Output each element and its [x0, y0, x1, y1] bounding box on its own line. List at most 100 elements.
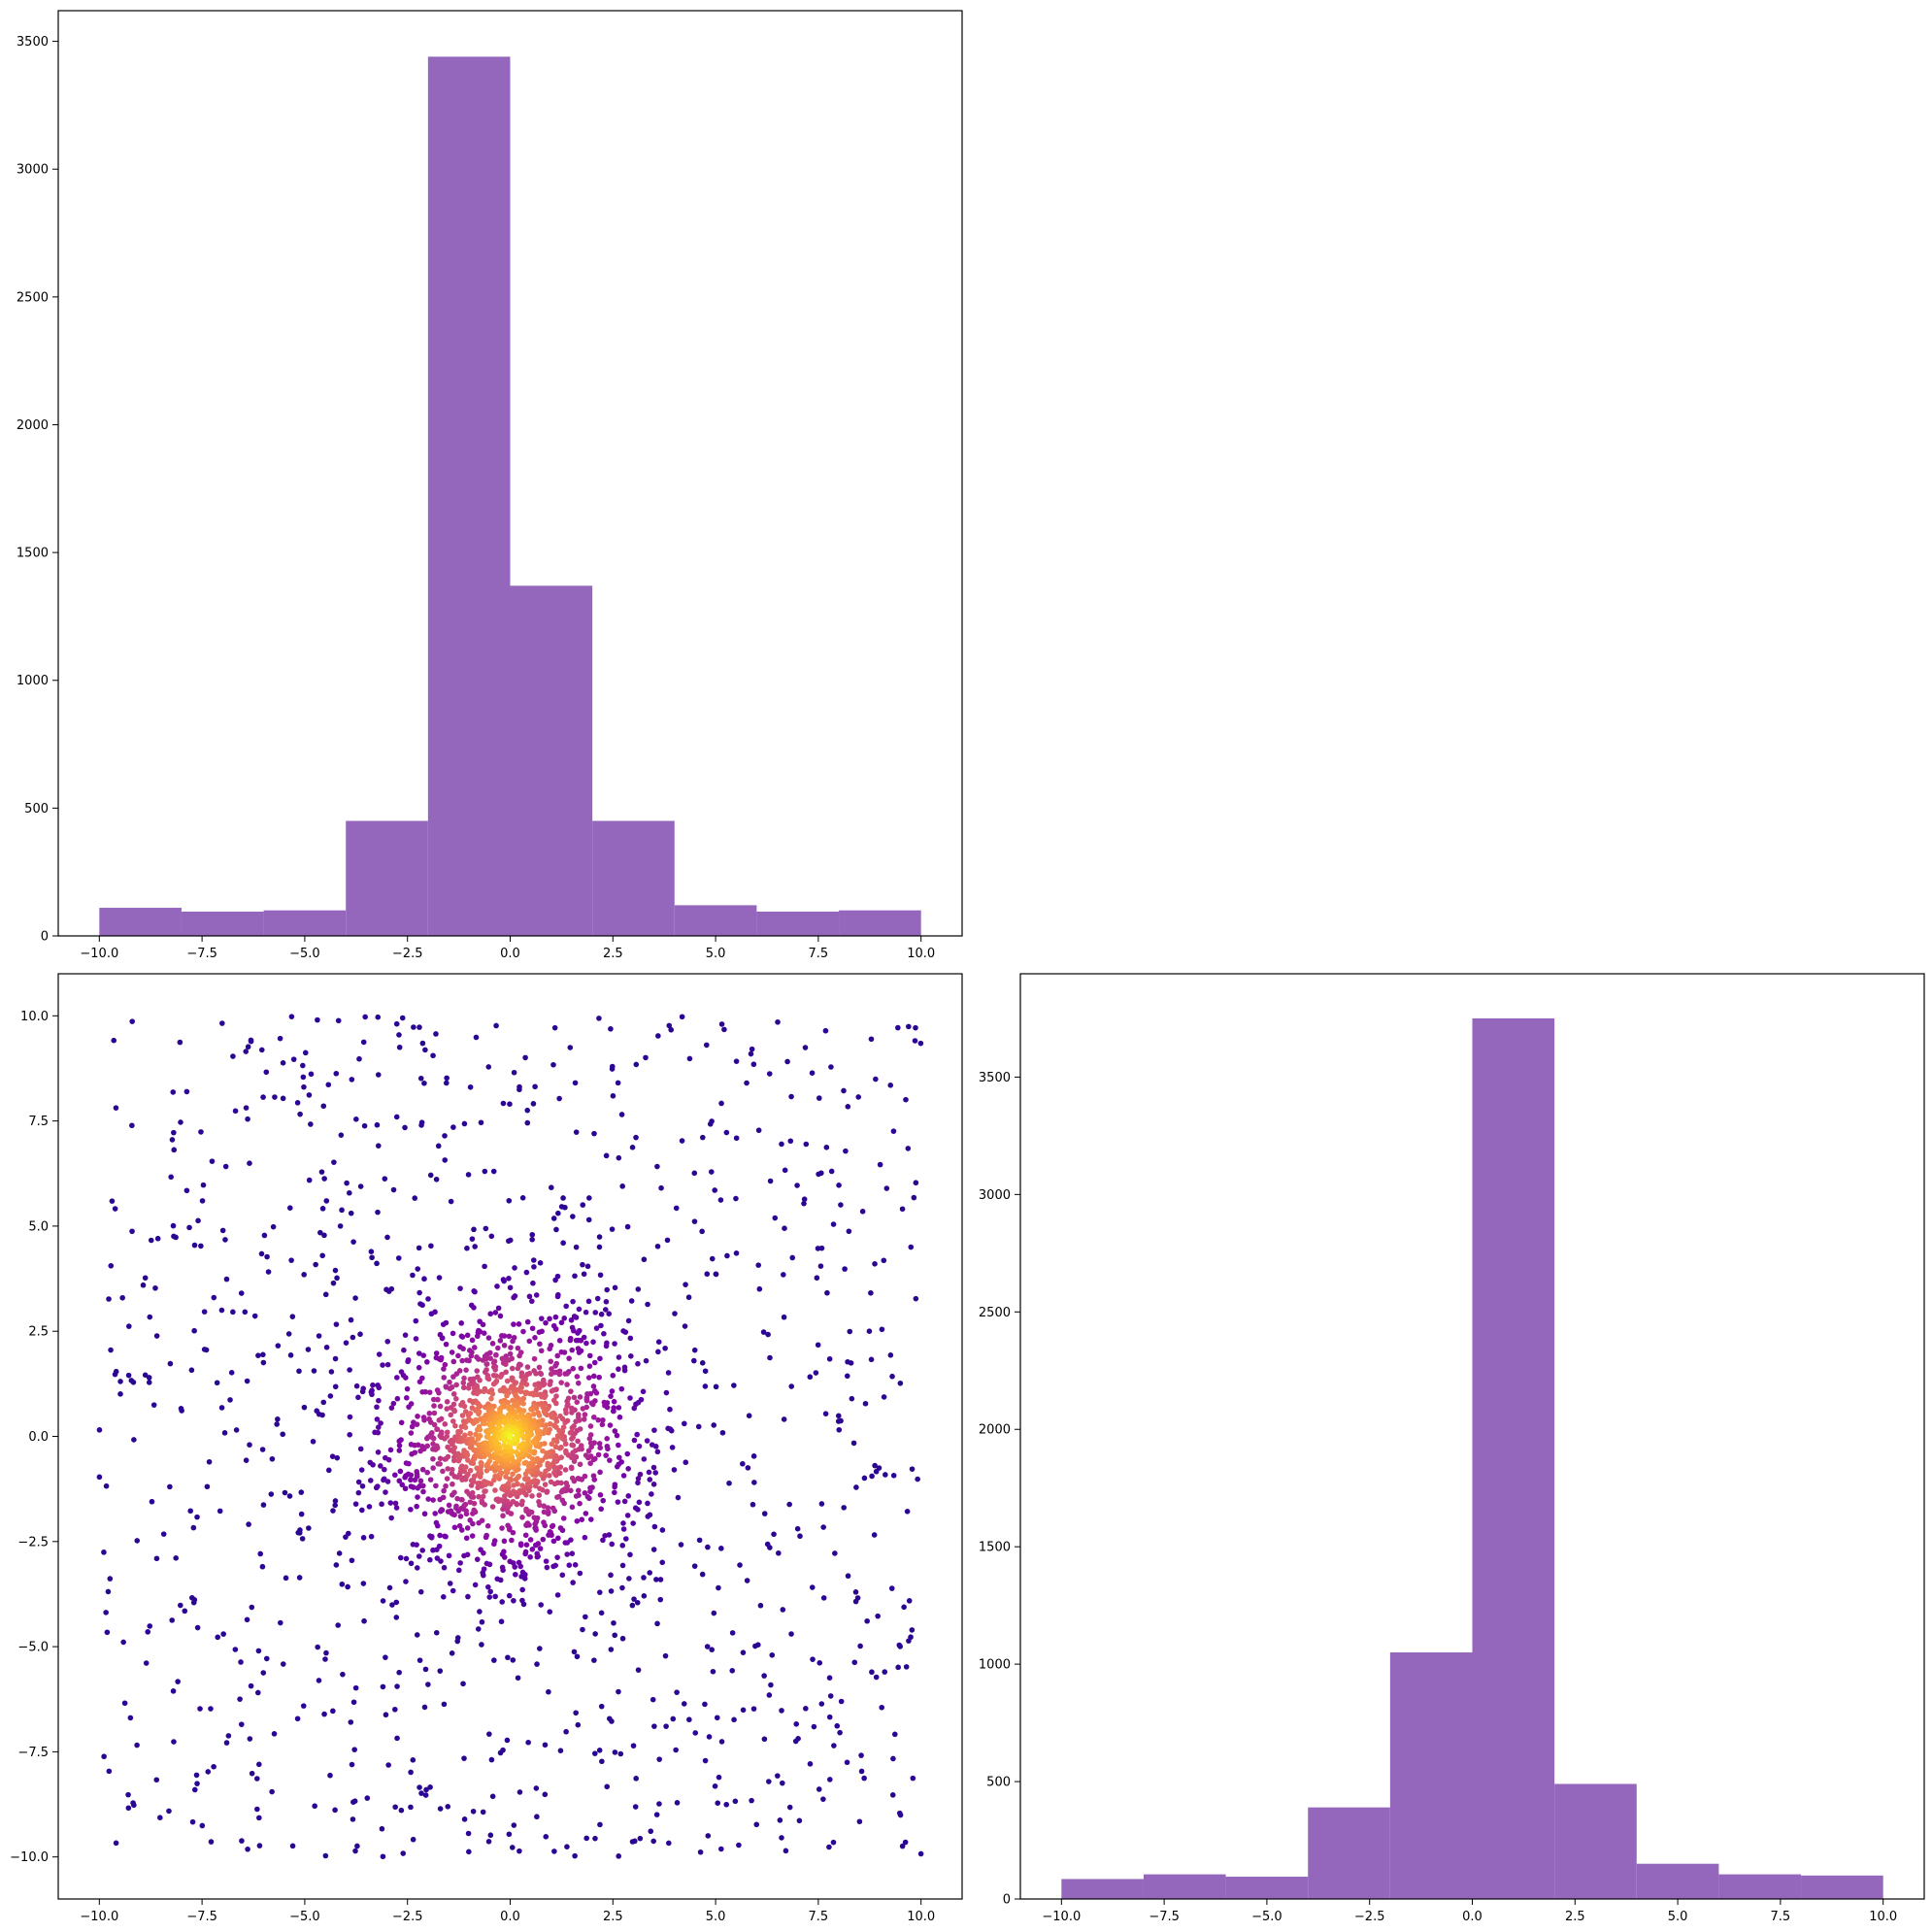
scatter-point: [653, 1577, 659, 1582]
scatter-point: [256, 1843, 263, 1849]
scatter-point: [582, 1489, 588, 1496]
scatter-point: [585, 1298, 592, 1305]
scatter-point: [601, 1330, 607, 1337]
scatter-point: [560, 1195, 566, 1201]
scatter-point: [818, 1170, 824, 1177]
scatter-point: [569, 1442, 575, 1449]
scatter-point: [481, 1566, 487, 1572]
scatter-point: [112, 1206, 118, 1212]
scatter-point: [570, 1580, 576, 1585]
scatter-point: [331, 1159, 337, 1165]
scatter-point: [271, 1731, 278, 1737]
scatter-point: [529, 1231, 536, 1238]
x-tick-label: 0.0: [500, 1910, 520, 1924]
scatter-point: [559, 1497, 566, 1504]
scatter-point: [654, 1243, 661, 1249]
scatter-point: [718, 1546, 724, 1551]
scatter-point: [223, 1276, 230, 1282]
scatter-point: [402, 1124, 408, 1131]
x-tick-label: −2.5: [1354, 1910, 1385, 1924]
scatter-point: [559, 1487, 566, 1493]
scatter-point: [857, 1643, 863, 1649]
scatter-point: [755, 1642, 761, 1649]
scatter-point: [841, 1087, 847, 1094]
scatter-point: [277, 1035, 283, 1042]
scatter-point: [897, 1380, 904, 1386]
scatter-point: [598, 1610, 605, 1616]
scatter-point: [633, 1776, 639, 1782]
scatter-point: [477, 1377, 483, 1383]
scatter-point: [416, 1657, 423, 1663]
scatter-point: [569, 1436, 575, 1442]
scatter-point: [718, 1100, 724, 1107]
scatter-point: [583, 1309, 589, 1316]
scatter-point: [562, 1204, 568, 1211]
scatter-point: [465, 1471, 471, 1478]
scatter-point: [909, 1627, 916, 1633]
scatter-point: [846, 1228, 852, 1235]
scatter-point: [549, 1441, 555, 1448]
scatter-point: [422, 1666, 429, 1673]
scatter-point: [493, 1373, 499, 1379]
scatter-point: [142, 1275, 149, 1282]
scatter-point: [513, 1449, 519, 1455]
scatter-point: [830, 1221, 837, 1227]
scatter-point: [214, 1380, 220, 1386]
scatter-point: [511, 1436, 517, 1442]
scatter-point: [296, 1575, 303, 1581]
scatter-point: [320, 1103, 327, 1110]
scatter-point: [716, 1584, 721, 1591]
scatter-point: [384, 1338, 391, 1345]
scatter-point: [818, 1501, 825, 1507]
scatter-point: [283, 1575, 289, 1582]
scatter-point: [486, 1731, 492, 1737]
scatter-point: [106, 1296, 112, 1302]
scatter-point: [550, 1061, 556, 1068]
scatter-point: [350, 1699, 357, 1706]
scatter-point: [402, 1332, 409, 1338]
scatter-point: [794, 1525, 801, 1532]
scatter-point: [837, 1729, 843, 1736]
scatter-point: [569, 1410, 575, 1416]
scatter-point: [828, 1168, 835, 1175]
scatter-point: [460, 1346, 466, 1352]
histogram-bar: [99, 908, 182, 936]
scatter-point: [375, 1483, 381, 1489]
x-tick-label: 0.0: [1462, 1910, 1482, 1924]
scatter-point: [658, 1184, 664, 1191]
scatter-point: [564, 1382, 570, 1387]
scatter-point: [449, 1349, 455, 1355]
scatter-point: [153, 1777, 160, 1783]
scatter-point: [683, 1459, 689, 1466]
scatter-point: [616, 1354, 622, 1360]
scatter-point: [438, 1416, 445, 1422]
scatter-point: [191, 1242, 198, 1249]
scatter-point: [431, 1403, 437, 1409]
y-tick-label: 5.0: [28, 1219, 49, 1234]
x-tick-label: 5.0: [706, 947, 726, 961]
scatter-point: [131, 1437, 137, 1443]
scatter-point: [187, 1508, 194, 1515]
scatter-point: [256, 1815, 262, 1821]
scatter-point: [524, 1318, 531, 1325]
scatter-point: [382, 1176, 388, 1182]
scatter-point: [450, 1449, 457, 1455]
scatter-point: [586, 1352, 593, 1359]
scatter-point: [733, 1249, 740, 1256]
scatter-point: [500, 1513, 506, 1519]
scatter-point: [424, 1359, 430, 1365]
scatter-point: [228, 1369, 235, 1376]
scatter-point: [507, 1558, 514, 1565]
scatter-point: [274, 1421, 280, 1427]
scatter-point: [451, 1512, 457, 1518]
scatter-point: [268, 1491, 275, 1497]
scatter-point: [611, 1398, 617, 1405]
scatter-point: [619, 1584, 625, 1591]
scatter-point: [585, 1448, 592, 1454]
scatter-point: [477, 1609, 483, 1615]
scatter-point: [582, 1534, 588, 1541]
scatter-point: [570, 1214, 576, 1219]
scatter-point: [113, 1105, 119, 1111]
scatter-point: [154, 1235, 161, 1242]
scatter-point: [350, 1334, 356, 1341]
